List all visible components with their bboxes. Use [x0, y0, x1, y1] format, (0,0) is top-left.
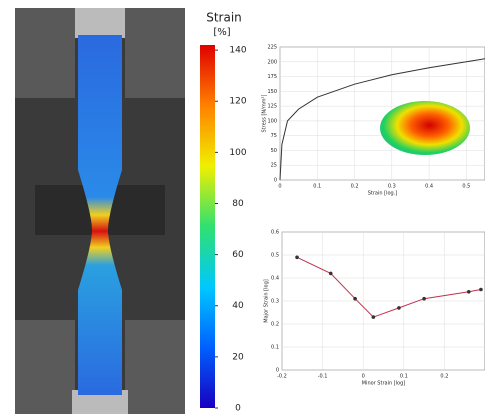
inset-map	[380, 101, 470, 155]
x-tick-label: 0.4	[425, 184, 433, 190]
data-line	[296, 256, 481, 318]
y-tick-label: 0.3	[271, 299, 279, 305]
data-point	[422, 296, 426, 301]
y-tick-label: 150	[267, 89, 277, 95]
y-tick-label: 75	[271, 133, 277, 139]
x-tick-label: 0.1	[400, 374, 408, 380]
y-tick-label: 0.2	[271, 322, 279, 328]
y-axis-label: Stress [N/mm²]	[262, 94, 268, 132]
data-point	[466, 290, 471, 294]
y-tick-label: 0	[276, 368, 279, 374]
y-tick-label: 25	[271, 163, 277, 169]
y-tick-label: 0.6	[271, 230, 279, 236]
specimen-photo	[15, 8, 185, 414]
x-tick-label: 0.1	[313, 184, 321, 190]
x-tick-label: 0.2	[440, 374, 448, 380]
x-tick-label: 0.2	[351, 184, 359, 190]
colorbar	[200, 45, 215, 408]
y-axis-label: Major Strain [log]	[264, 279, 270, 322]
colorbar-tick-label: 140	[229, 46, 246, 56]
x-tick-label: -0.2	[277, 374, 287, 380]
y-tick-label: 175	[267, 74, 277, 80]
colorbar-unit: [%]	[213, 27, 230, 38]
data-point	[397, 306, 401, 310]
y-tick-label: 50	[271, 148, 277, 154]
y-tick-label: 225	[267, 45, 277, 51]
colorbar-tick-label: 40	[232, 301, 244, 311]
y-tick-label: 0	[274, 178, 277, 184]
data-line	[279, 58, 485, 181]
y-tick-label: 200	[267, 59, 277, 65]
x-axis-label: Minor Strain [log]	[362, 381, 406, 387]
y-tick-label: 0.5	[271, 253, 279, 259]
colorbar-tick-label: 60	[232, 250, 244, 260]
data-point	[353, 296, 357, 301]
y-tick-label: 0.4	[271, 276, 279, 282]
colorbar-tick-label: 20	[232, 352, 244, 362]
data-point	[328, 271, 333, 276]
colorbar-title: Strain	[206, 11, 242, 25]
x-tick-label: -0.1	[318, 374, 328, 380]
y-tick-label: 0.1	[271, 345, 279, 351]
x-axis-label: Strain [log.]	[368, 191, 398, 197]
x-tick-label: 0.3	[388, 184, 396, 190]
x-tick-label: 0.5	[462, 184, 470, 190]
y-tick-label: 100	[267, 118, 277, 124]
x-tick-label: 0	[362, 374, 365, 380]
colorbar-tick-label: 80	[232, 199, 244, 209]
x-tick-label: 0	[278, 184, 281, 190]
data-point	[371, 315, 376, 319]
colorbar-tick-label: 100	[229, 148, 246, 158]
y-tick-label: 125	[267, 104, 277, 110]
colorbar-tick-label: 0	[235, 404, 241, 414]
data-point	[295, 255, 299, 260]
data-point	[479, 287, 483, 292]
colorbar-tick-label: 120	[229, 97, 246, 107]
